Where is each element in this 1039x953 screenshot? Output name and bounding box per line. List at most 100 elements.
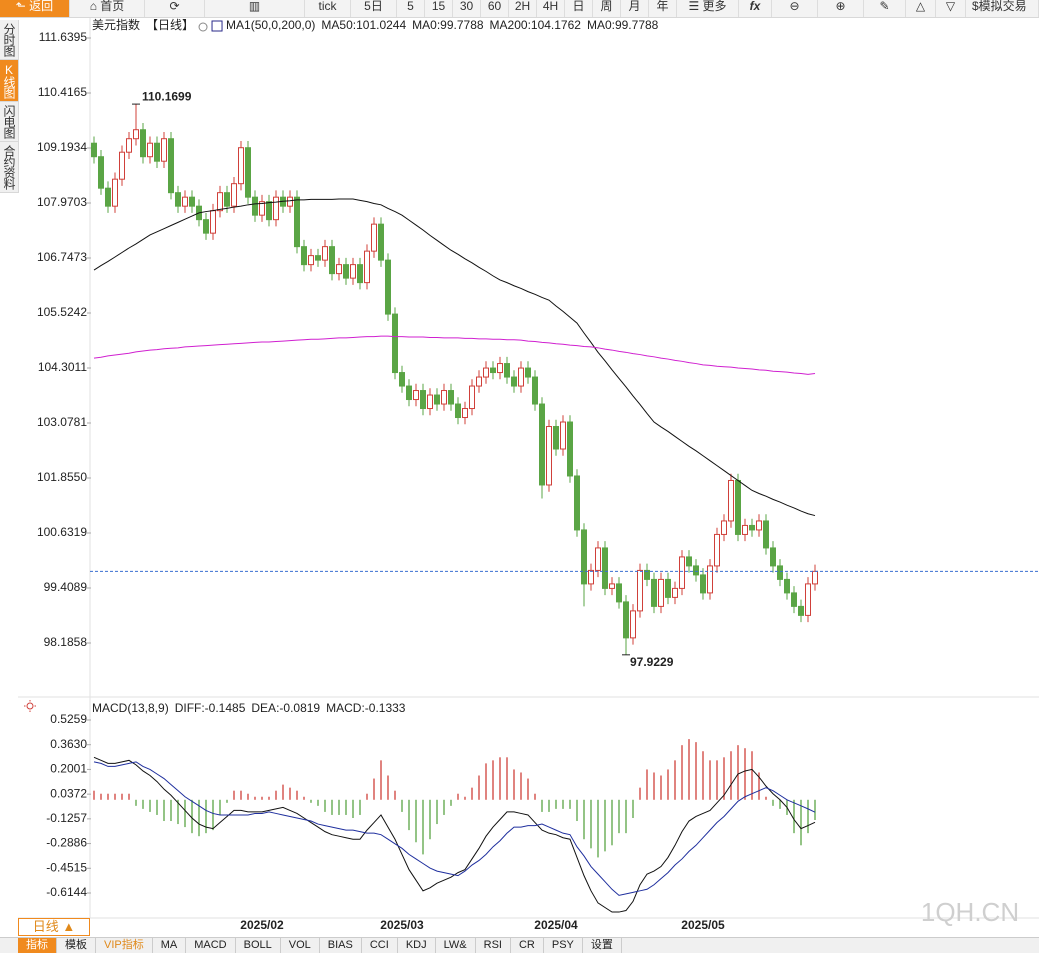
candle-body (203, 219, 209, 234)
macd-icon (24, 700, 36, 712)
more-button[interactable]: ☰ 更多 (677, 0, 739, 17)
indicator-tab[interactable]: RSI (476, 938, 511, 953)
candle-body (553, 426, 559, 450)
indicator-tab[interactable]: BIAS (320, 938, 362, 953)
period-button[interactable]: 日 (565, 0, 593, 17)
y-tick-label: 101.8550 (37, 470, 87, 484)
indicator-tab[interactable]: PSY (544, 938, 583, 953)
indicator-tab[interactable]: 指标 (18, 938, 57, 953)
fx-button[interactable]: fx (739, 0, 772, 17)
y-tick-label: 109.1934 (37, 140, 87, 154)
period-button[interactable]: 月 (621, 0, 649, 17)
candle-body (343, 264, 349, 279)
indicator-tab[interactable]: 设置 (583, 938, 622, 953)
period-group: tick 5日 5 15 30 60 2H 4H 日周月年 (305, 0, 677, 17)
candle-body (707, 565, 713, 594)
candle-body (700, 574, 706, 594)
candle-body (497, 363, 503, 374)
y-tick-label: 99.4089 (44, 580, 88, 594)
candle-body (217, 192, 223, 212)
candle-body (581, 529, 587, 585)
sidebar-tab[interactable]: 闪电图 (0, 102, 18, 142)
candle-body (336, 264, 342, 275)
candle-body (602, 547, 608, 589)
more-label: 更多 (702, 0, 727, 13)
indicator-tab[interactable]: 模板 (57, 938, 96, 953)
candle-body (665, 578, 671, 598)
candle-body (147, 142, 153, 158)
back-button[interactable]: ⬑ 返回 (0, 0, 70, 17)
period-button[interactable]: 15 (425, 0, 453, 17)
candle-body (308, 255, 314, 266)
candle-body (595, 547, 601, 571)
candle-body (469, 385, 475, 410)
sim-trade-button[interactable]: $模拟交易 (966, 0, 1039, 17)
period-label: 日线 (32, 919, 59, 934)
candle-body (791, 592, 797, 607)
y-tick-label: -0.2886 (46, 836, 87, 850)
candle-body (231, 183, 237, 207)
indicator-tab[interactable]: CR (511, 938, 544, 953)
candle-body (546, 426, 552, 486)
indicator-tab[interactable]: BOLL (236, 938, 281, 953)
collapse-button[interactable]: △ (906, 0, 936, 17)
draw-button[interactable]: ✎ (864, 0, 906, 17)
indicator-tab[interactable]: MACD (186, 938, 236, 953)
candle-body (91, 142, 97, 158)
period-button[interactable]: 5 (397, 0, 425, 17)
sidebar-tab[interactable]: K线图 (0, 60, 18, 102)
indicator-tabs: 指标 模板 VIP指标 MA MACD BOLL VOL BIAS CCI KDJ LW& RSI CR… (0, 937, 1039, 953)
period-select[interactable]: 日线 ▲ (18, 918, 90, 936)
zoom-out-button[interactable]: ⊖ (772, 0, 818, 17)
indicator-tab[interactable]: MA (153, 938, 187, 953)
indicator-tab[interactable]: KDJ (398, 938, 436, 953)
candle-body (350, 264, 356, 279)
candle-body (532, 376, 538, 405)
candle-body (406, 385, 412, 401)
x-tick-label: 2025/02 (240, 918, 284, 932)
candle-body (315, 255, 321, 261)
period-button[interactable]: 30 (453, 0, 481, 17)
indicator-tab[interactable]: CCI (362, 938, 398, 953)
period-button[interactable]: tick (305, 0, 351, 17)
indicator-tab[interactable]: VOL (281, 938, 320, 953)
candle-body (245, 147, 251, 198)
candle-body (301, 246, 307, 266)
candle-body (427, 394, 433, 410)
candle-body (798, 605, 804, 616)
indicator-tab[interactable]: LW& (436, 938, 476, 953)
candle-body (770, 547, 776, 567)
candle-body (105, 187, 111, 207)
period-button[interactable]: 60 (481, 0, 509, 17)
home-button[interactable]: ⌂ 首页 (70, 0, 145, 17)
y-tick-label: 106.7473 (37, 250, 87, 264)
sidebar-tab[interactable]: 分时图 (0, 20, 18, 60)
expand-button[interactable]: ▽ (936, 0, 966, 17)
refresh-button[interactable]: ⟳ (145, 0, 205, 17)
period-button[interactable]: 2H (509, 0, 537, 17)
period-button[interactable]: 5日 (351, 0, 397, 17)
moving-average-line (93, 198, 816, 517)
candle-body (637, 569, 643, 612)
period-button[interactable]: 周 (593, 0, 621, 17)
add-indicator-icon (198, 22, 208, 32)
candle-body (679, 556, 685, 589)
zoom-in-button[interactable]: ⊕ (818, 0, 864, 17)
indicator-tab[interactable]: VIP指标 (96, 938, 153, 953)
period-button[interactable]: 年 (649, 0, 677, 17)
candle-body (560, 421, 566, 450)
chart-style-button[interactable]: ▥ (205, 0, 305, 17)
candle-body (518, 367, 524, 387)
candle-body (224, 192, 230, 207)
moving-average-line (93, 335, 816, 375)
y-tick-label: 98.1858 (44, 635, 88, 649)
candle-body (189, 196, 195, 207)
sidebar-tab[interactable]: 合约资料 (0, 142, 18, 193)
candle-body (399, 372, 405, 387)
candle-body (539, 403, 545, 486)
candle-body (462, 408, 468, 419)
candle-body (210, 210, 216, 234)
period-button[interactable]: 4H (537, 0, 565, 17)
